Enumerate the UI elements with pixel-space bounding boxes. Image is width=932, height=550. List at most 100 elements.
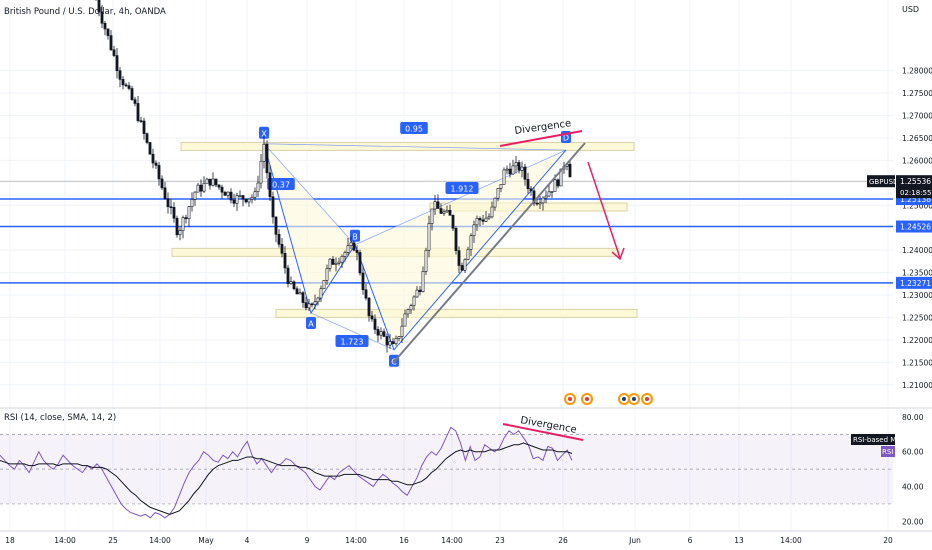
candle-body <box>304 302 308 309</box>
candle-body <box>178 230 182 236</box>
candle-body <box>268 172 272 198</box>
candle-body <box>496 188 500 199</box>
candle-body <box>115 55 119 72</box>
candle-body <box>340 255 344 263</box>
candle-body <box>106 28 110 36</box>
candle-body <box>481 219 485 222</box>
time-axis: 18 14:00 25 14:00 May 4 9 14:00 16 14:00 23 26 Jun 6 1… <box>0 530 932 545</box>
candle-body <box>427 223 431 251</box>
candle-body <box>247 198 251 203</box>
pattern-point-X <box>259 126 269 139</box>
candle-body <box>289 281 293 284</box>
candle-body <box>469 235 473 250</box>
candle-body <box>193 191 197 200</box>
time-tick: 20 <box>883 536 893 545</box>
candle-body <box>229 191 233 201</box>
candle-body <box>187 206 191 220</box>
candle-body <box>250 196 254 200</box>
candle-body <box>271 196 275 218</box>
candle-body <box>310 303 314 306</box>
candle-body <box>451 215 455 229</box>
candle-body <box>280 243 284 254</box>
zone-3 <box>275 308 638 318</box>
time-tick: May <box>198 536 214 545</box>
price-tick: 1.27500 <box>902 89 932 98</box>
time-tick: Jun <box>628 536 641 545</box>
candle-body <box>220 186 224 193</box>
candle-body <box>196 184 200 193</box>
event-icons[interactable] <box>564 393 653 405</box>
candle-body <box>538 202 542 205</box>
candle-body <box>355 249 359 253</box>
rsi-line <box>0 426 573 519</box>
candle-body <box>319 288 323 299</box>
candle-body <box>418 289 422 292</box>
candle-body <box>238 195 242 197</box>
price-tick: 1.27000 <box>902 111 932 120</box>
price-tick: 1.28000 <box>902 67 932 76</box>
countdown-text: 02:18:55 <box>900 189 931 197</box>
level-price-tag <box>896 276 932 289</box>
rsi-pane: 80.00 60.00 40.00 20.00 RSI-based MA RSI <box>0 409 932 531</box>
candle-body <box>130 88 134 100</box>
candle-body <box>121 79 125 86</box>
candle-body <box>214 178 218 186</box>
candle-body <box>475 218 479 226</box>
time-tick: 14:00 <box>149 536 171 545</box>
candle-body <box>367 297 371 317</box>
candle-body <box>277 234 281 245</box>
candle-body <box>448 210 452 216</box>
candle-body <box>208 178 212 186</box>
symbol-tag <box>867 175 895 188</box>
candle-body <box>472 224 476 237</box>
rsi-tick: 60.00 <box>902 448 924 457</box>
candle-body <box>232 199 236 204</box>
candle-body <box>388 341 392 346</box>
candle-body <box>151 153 155 164</box>
candle-body <box>373 318 377 330</box>
candle-body <box>526 178 530 190</box>
pattern-point-label: A <box>308 319 314 328</box>
candle-body <box>217 184 221 188</box>
candle-body <box>463 259 467 271</box>
candle-body <box>190 199 194 208</box>
candle-body <box>202 182 206 192</box>
time-tick: 14:00 <box>345 536 367 545</box>
price-axis: 1.28000 1.27500 1.27000 1.26500 1.26000 1.250… <box>867 0 932 408</box>
price-tick: 1.22500 <box>902 313 932 322</box>
candle-body <box>556 179 560 187</box>
candle-body <box>118 70 122 80</box>
candle-body <box>424 249 428 272</box>
candle-body <box>154 162 158 166</box>
candle-body <box>508 168 512 175</box>
level-price-text: 1.25138 <box>900 195 931 204</box>
candle-body <box>568 163 572 178</box>
candle-body <box>502 169 506 185</box>
time-tick: 23 <box>495 536 505 545</box>
price-tick: 1.23500 <box>902 269 932 278</box>
candle-body <box>523 166 527 180</box>
pattern-point-A <box>306 316 316 329</box>
candle-body <box>274 216 278 235</box>
candle-body <box>100 11 104 24</box>
candle-body <box>346 245 350 253</box>
candle-body <box>109 35 113 51</box>
price-tick: 1.21000 <box>902 381 932 390</box>
candle-body <box>466 249 470 260</box>
candle-body <box>241 195 245 200</box>
candle-body <box>157 165 161 180</box>
candle-body <box>376 329 380 336</box>
candle-body <box>385 336 389 346</box>
ratio-text: 0.37 <box>272 181 290 190</box>
candle-body <box>352 242 356 251</box>
candle-body <box>256 182 260 193</box>
candle-body <box>184 217 188 220</box>
candle-body <box>511 165 515 175</box>
candle-body <box>529 188 533 192</box>
candle-body <box>259 160 263 184</box>
candle-body <box>199 184 203 192</box>
candle-body <box>331 258 335 265</box>
candle-body <box>103 22 107 30</box>
candle-body <box>370 315 374 320</box>
